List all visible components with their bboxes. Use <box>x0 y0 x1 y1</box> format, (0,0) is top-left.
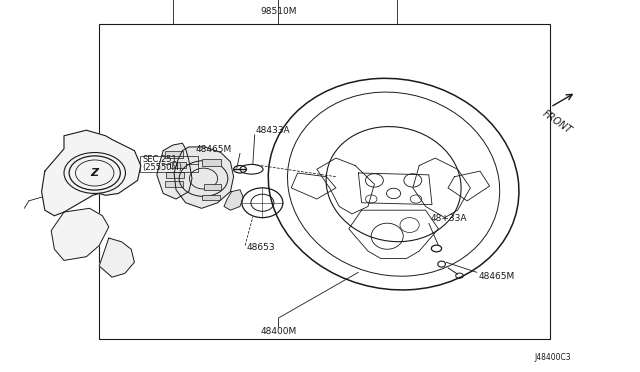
Bar <box>202 195 220 200</box>
Bar <box>204 184 221 190</box>
Text: 48653: 48653 <box>246 243 275 252</box>
Text: 48+33A: 48+33A <box>430 214 467 223</box>
Text: SEC.251: SEC.251 <box>142 155 177 164</box>
Bar <box>99 24 550 339</box>
Polygon shape <box>42 130 141 216</box>
Text: Z: Z <box>91 168 99 178</box>
Bar <box>165 151 183 158</box>
Bar <box>140 156 198 172</box>
Bar <box>202 159 221 166</box>
Text: 98510M: 98510M <box>260 7 297 16</box>
Polygon shape <box>157 143 192 199</box>
Bar <box>165 181 183 187</box>
Text: 48400M: 48400M <box>260 327 296 336</box>
Text: 48465M: 48465M <box>195 145 232 154</box>
Text: FRONT: FRONT <box>541 108 574 136</box>
Bar <box>166 172 184 178</box>
Text: (25550M): (25550M) <box>142 163 182 172</box>
Bar <box>170 162 186 168</box>
Polygon shape <box>174 147 234 208</box>
Polygon shape <box>99 238 134 277</box>
Polygon shape <box>224 190 243 210</box>
Text: J48400C3: J48400C3 <box>534 353 571 362</box>
Polygon shape <box>51 208 109 260</box>
Text: 48465M: 48465M <box>479 272 515 280</box>
Text: 48433A: 48433A <box>256 126 291 135</box>
